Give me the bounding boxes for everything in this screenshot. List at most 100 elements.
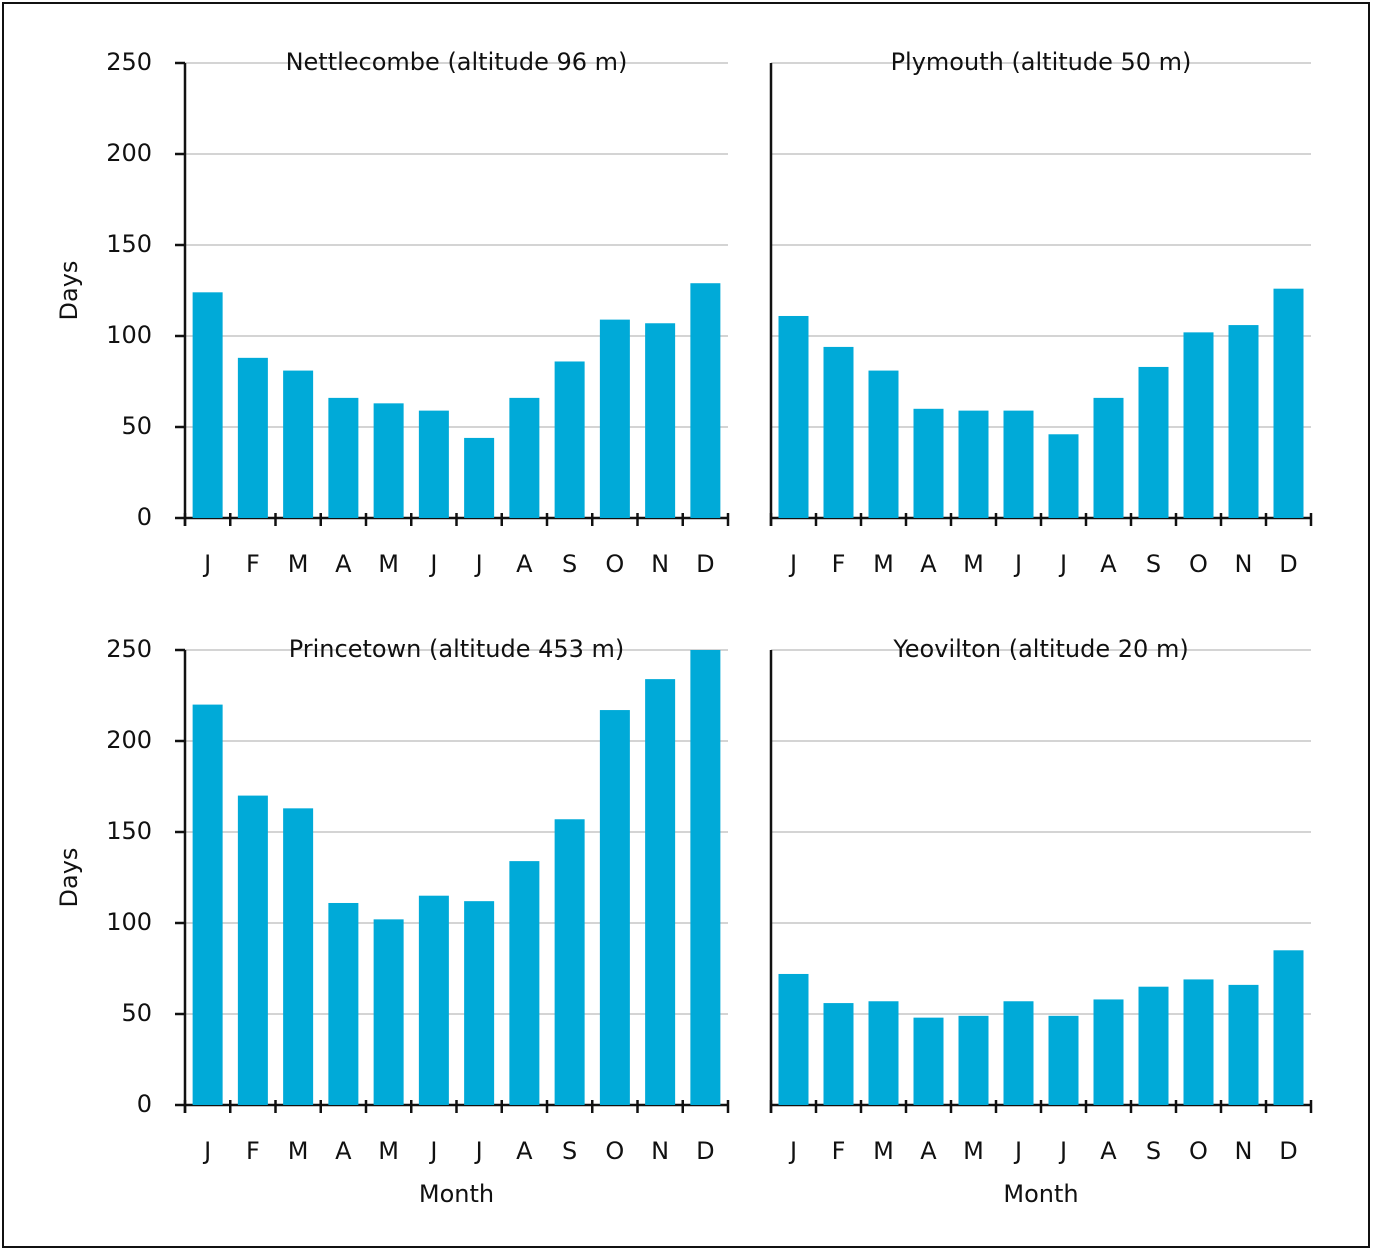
y-tick-label: 250 [106, 635, 152, 663]
x-tick-label: M [288, 1137, 309, 1165]
y-tick-label: 100 [106, 321, 152, 349]
y-tick-label: 250 [106, 48, 152, 76]
bar [1093, 397, 1124, 518]
x-tick-label: A [335, 550, 352, 578]
panel-title: Princetown (altitude 453 m) [289, 635, 625, 663]
bar [328, 397, 359, 518]
bar [868, 370, 899, 518]
x-tick-label: M [963, 550, 984, 578]
bar [509, 861, 540, 1105]
x-tick-label: J [428, 550, 437, 578]
bar [237, 357, 268, 518]
bar [464, 437, 495, 518]
bar [418, 410, 449, 518]
bar [237, 795, 268, 1105]
y-tick-label: 200 [106, 139, 152, 167]
bar [958, 1015, 989, 1105]
bar [913, 1017, 944, 1105]
bar [778, 973, 809, 1105]
x-tick-label: F [246, 550, 260, 578]
x-tick-label: N [651, 550, 669, 578]
bar [823, 346, 854, 518]
bar [645, 679, 676, 1105]
bar [913, 408, 944, 518]
x-tick-label: J [202, 1137, 211, 1165]
x-tick-label: J [474, 550, 483, 578]
x-tick-label: O [1189, 1137, 1208, 1165]
bar [554, 819, 585, 1105]
y-tick-label: 0 [137, 1090, 152, 1118]
bar [1138, 366, 1169, 518]
x-tick-label: A [1100, 1137, 1117, 1165]
bar [778, 315, 809, 518]
bar [283, 370, 314, 518]
x-tick-label: S [562, 1137, 577, 1165]
x-axis-label: Month [1003, 1180, 1078, 1208]
bar [1183, 332, 1214, 518]
bar [1228, 325, 1259, 518]
x-tick-label: M [378, 550, 399, 578]
x-tick-label: F [246, 1137, 260, 1165]
x-tick-label: D [696, 1137, 714, 1165]
x-tick-label: O [605, 1137, 624, 1165]
y-axis-label: Days [55, 261, 83, 321]
x-tick-label: S [562, 550, 577, 578]
bar [283, 808, 314, 1105]
bar [1273, 950, 1304, 1105]
x-tick-label: J [202, 550, 211, 578]
bar [328, 902, 359, 1105]
x-tick-label: A [1100, 550, 1117, 578]
bar [868, 1001, 899, 1105]
x-tick-label: M [873, 1137, 894, 1165]
x-tick-label: J [474, 1137, 483, 1165]
x-tick-label: O [1189, 550, 1208, 578]
x-tick-label: D [696, 550, 714, 578]
x-tick-label: A [516, 1137, 533, 1165]
x-tick-label: M [873, 550, 894, 578]
x-tick-label: N [1235, 1137, 1253, 1165]
x-tick-label: A [920, 1137, 937, 1165]
panel-title: Nettlecombe (altitude 96 m) [286, 48, 628, 76]
x-tick-label: N [651, 1137, 669, 1165]
x-tick-label: O [605, 550, 624, 578]
bar [464, 901, 495, 1105]
x-tick-label: J [1058, 1137, 1067, 1165]
bar [192, 292, 223, 518]
x-tick-label: N [1235, 550, 1253, 578]
x-tick-label: J [428, 1137, 437, 1165]
bar [192, 704, 223, 1105]
x-tick-label: D [1279, 550, 1297, 578]
bar [599, 319, 630, 518]
x-tick-label: A [335, 1137, 352, 1165]
bar [418, 895, 449, 1105]
x-tick-label: M [378, 1137, 399, 1165]
bar [373, 919, 404, 1105]
x-tick-label: S [1146, 550, 1161, 578]
x-tick-label: J [788, 550, 797, 578]
y-axis-label: Days [55, 848, 83, 908]
bar [373, 403, 404, 518]
bar [1003, 410, 1034, 518]
bar [823, 1003, 854, 1105]
x-tick-label: J [1013, 1137, 1022, 1165]
y-tick-label: 50 [121, 999, 152, 1027]
bar [690, 283, 721, 518]
x-tick-label: A [516, 550, 533, 578]
x-tick-label: S [1146, 1137, 1161, 1165]
x-tick-label: J [1058, 550, 1067, 578]
bar [509, 397, 540, 518]
bar [1003, 1001, 1034, 1105]
x-tick-label: M [288, 550, 309, 578]
y-tick-label: 0 [137, 503, 152, 531]
x-axis-label: Month [419, 1180, 494, 1208]
bar [1138, 986, 1169, 1105]
y-tick-label: 50 [121, 412, 152, 440]
bar [599, 710, 630, 1105]
bar [1048, 434, 1079, 518]
x-tick-label: D [1279, 1137, 1297, 1165]
bar [1228, 984, 1259, 1105]
x-tick-label: M [963, 1137, 984, 1165]
y-tick-label: 150 [106, 817, 152, 845]
bar [1093, 999, 1124, 1105]
